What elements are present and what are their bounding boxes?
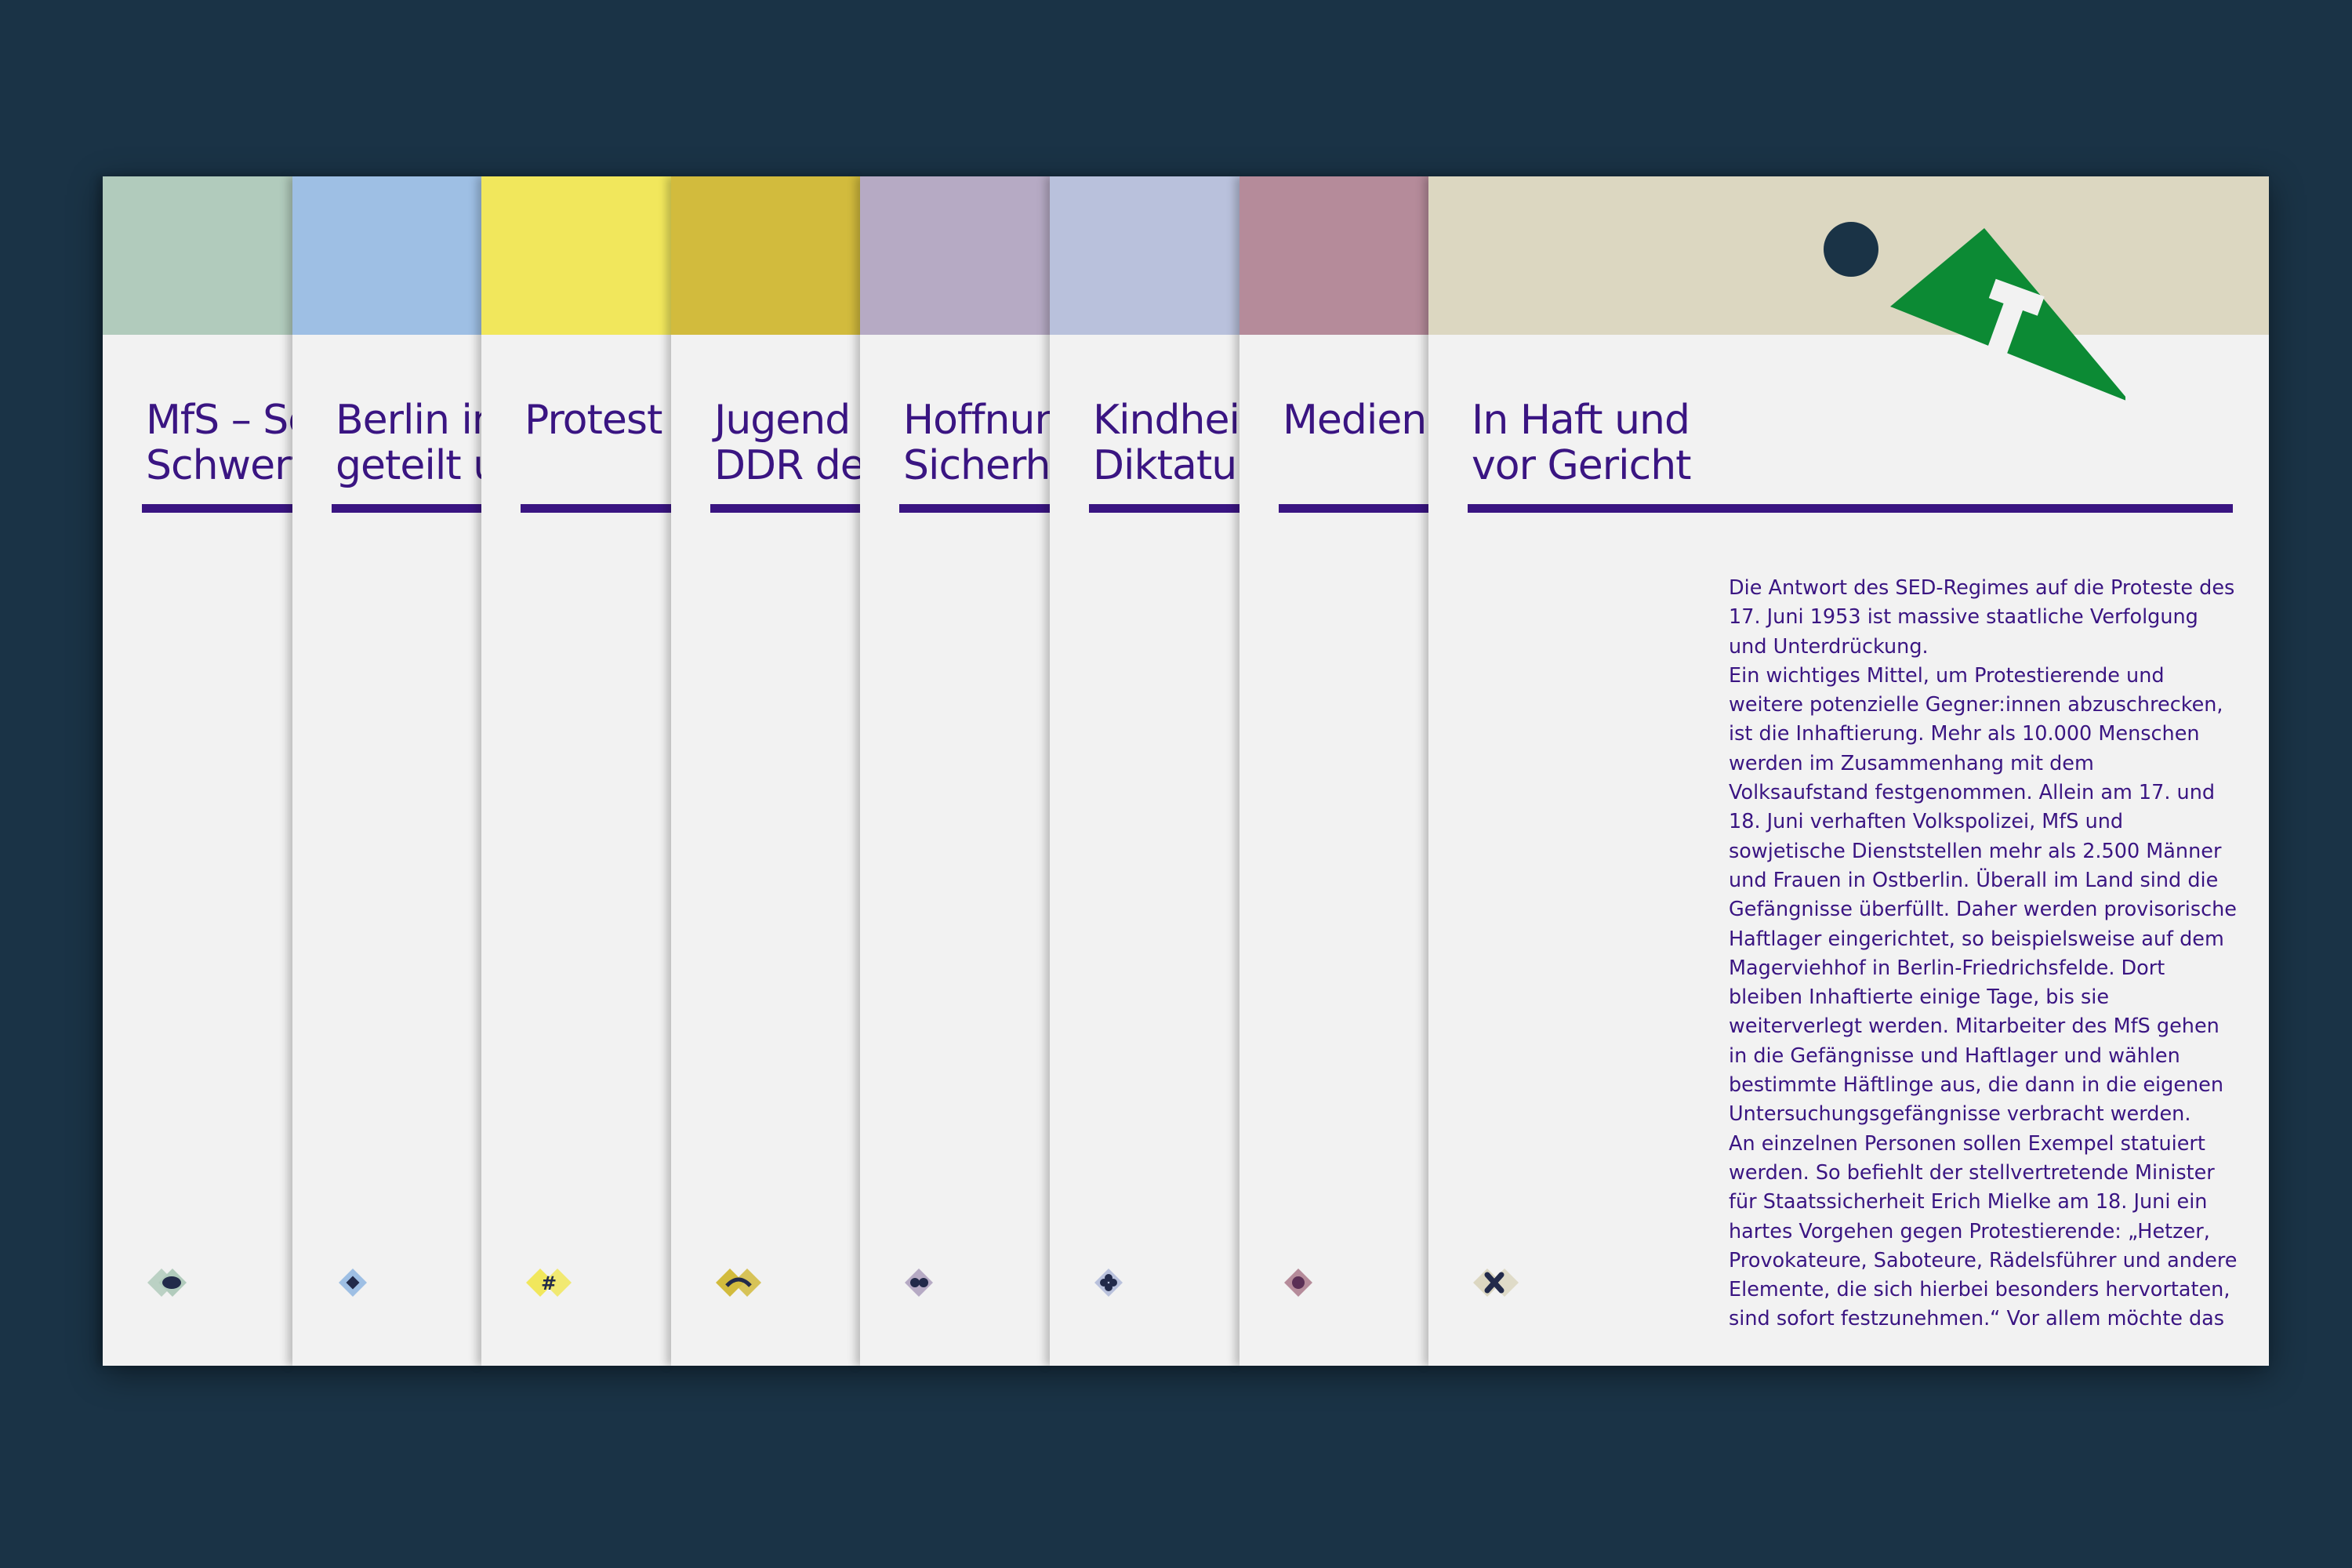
card-title: Protest und Opposition: [524, 397, 662, 444]
paragraph: Die Antwort des SED-Regimes auf die Prot…: [1729, 576, 2235, 659]
card-title: Medien und Zensur: [1283, 397, 1427, 444]
dots-mark-icon: [905, 1269, 933, 1297]
diamond-dot-mark-icon: [1284, 1269, 1312, 1297]
hang-hole: [1824, 222, 1878, 277]
arc-mark-icon: [716, 1269, 761, 1297]
card-title: Hoffnung und Sicherheitsapparat: [903, 397, 1050, 489]
oval-mark-icon: [147, 1269, 187, 1297]
card-berlin[interactable]: Berlin im Kalten Krieg geteilt und verei…: [292, 176, 481, 1366]
x-mark-icon: [339, 1269, 367, 1297]
color-band: [671, 176, 860, 335]
title-rule: [1279, 504, 1428, 513]
card-title: MfS – Schild und Schwert der Partei: [146, 397, 292, 489]
card-stack: MfS – Schild und Schwert der Partei Berl…: [103, 176, 2269, 1366]
title-rule: [1468, 504, 2233, 513]
warning-triangle-icon: [1890, 228, 2125, 401]
card-hoffnung[interactable]: Hoffnung und Sicherheitsapparat: [860, 176, 1050, 1366]
color-band: [103, 176, 292, 335]
card-title: Berlin im Kalten Krieg geteilt und verei…: [336, 397, 481, 489]
color-band: [292, 176, 481, 335]
paragraph: An einzelnen Personen sollen Exempel sta…: [1729, 1131, 2238, 1331]
svg-text:#: #: [541, 1272, 557, 1294]
card-title: Jugend in der DDR der Fünfziger: [714, 397, 860, 489]
card-kindheit[interactable]: Kindheit in der Diktatur der SED: [1050, 176, 1240, 1366]
title-rule: [332, 504, 481, 513]
color-band: [481, 176, 671, 335]
paragraph: Ein wichtiges Mittel, um Protestierende …: [1729, 663, 2237, 1127]
color-band: [860, 176, 1050, 335]
title-rule: [899, 504, 1050, 513]
title-rule: [142, 504, 292, 513]
color-band: [1240, 176, 1428, 335]
hash-mark-icon: #: [526, 1269, 572, 1297]
card-title: Kindheit in der Diktatur der SED: [1093, 397, 1240, 489]
card-mfs[interactable]: MfS – Schild und Schwert der Partei: [103, 176, 292, 1366]
card-jugend[interactable]: Jugend in der DDR der Fünfziger: [671, 176, 860, 1366]
title-rule: [710, 504, 860, 513]
card-medien[interactable]: Medien und Zensur: [1240, 176, 1428, 1366]
cross-mark-icon: [1473, 1269, 1519, 1297]
flower-mark-icon: [1094, 1269, 1123, 1297]
color-band: [1050, 176, 1240, 335]
article-body: Die Antwort des SED-Regimes auf die Prot…: [1729, 574, 2240, 1334]
title-rule: [521, 504, 671, 513]
card-protest[interactable]: Protest und Opposition #: [481, 176, 671, 1366]
card-title: In Haft und vor Gericht: [1472, 397, 1692, 489]
title-rule: [1089, 504, 1240, 513]
